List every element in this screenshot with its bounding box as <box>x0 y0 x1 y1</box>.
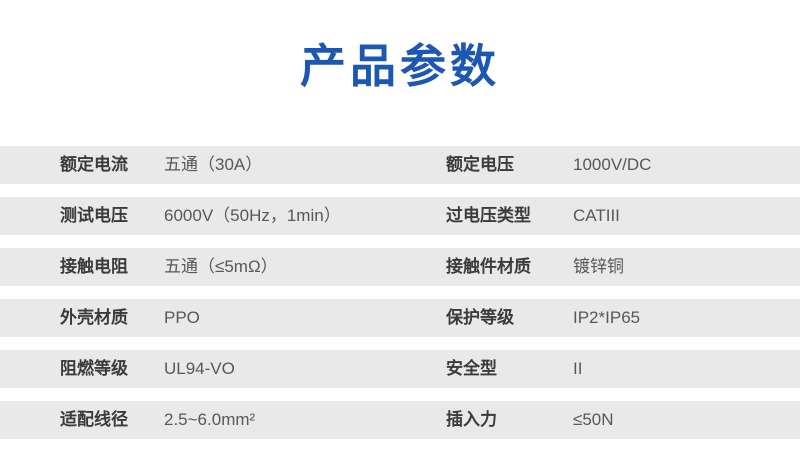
spec-row: 测试电压 6000V（50Hz，1min） 过电压类型 CATIII <box>0 197 800 235</box>
spec-value: ≤50N <box>573 410 614 429</box>
spec-label: 接触电阻 <box>60 257 128 276</box>
spec-value: PPO <box>164 308 200 327</box>
spec-row: 接触电阻 五通（≤5mΩ） 接触件材质 镀锌铜 <box>0 248 800 286</box>
spec-label: 额定电流 <box>60 155 128 174</box>
spec-value: 五通（≤5mΩ） <box>164 257 278 276</box>
spec-value: 镀锌铜 <box>573 257 624 276</box>
spec-value: II <box>573 359 583 378</box>
spec-table: 额定电流 五通（30A） 额定电压 1000V/DC 测试电压 6000V（50… <box>0 146 800 452</box>
spec-value: CATIII <box>573 206 620 225</box>
spec-value: 6000V（50Hz，1min） <box>164 206 341 225</box>
spec-row: 额定电流 五通（30A） 额定电压 1000V/DC <box>0 146 800 184</box>
spec-value: 2.5~6.0mm² <box>164 410 256 429</box>
page-title: 产品参数 <box>300 40 500 92</box>
spec-row: 外壳材质 PPO 保护等级 IP2*IP65 <box>0 299 800 337</box>
spec-label: 额定电压 <box>446 155 514 174</box>
spec-value: UL94-VO <box>164 359 235 378</box>
spec-label: 适配线径 <box>60 410 128 429</box>
spec-label: 过电压类型 <box>446 206 531 225</box>
spec-row: 适配线径 2.5~6.0mm² 插入力 ≤50N <box>0 401 800 439</box>
spec-value: 五通（30A） <box>164 155 263 174</box>
spec-row: 阻燃等级 UL94-VO 安全型 II <box>0 350 800 388</box>
spec-label: 保护等级 <box>446 308 514 327</box>
spec-label: 安全型 <box>446 359 497 378</box>
spec-label: 阻燃等级 <box>60 359 128 378</box>
spec-label: 接触件材质 <box>446 257 531 276</box>
spec-label: 外壳材质 <box>60 308 128 327</box>
spec-value: 1000V/DC <box>573 155 652 174</box>
spec-label: 插入力 <box>446 410 497 429</box>
spec-value: IP2*IP65 <box>573 308 641 327</box>
spec-label: 测试电压 <box>60 206 128 225</box>
